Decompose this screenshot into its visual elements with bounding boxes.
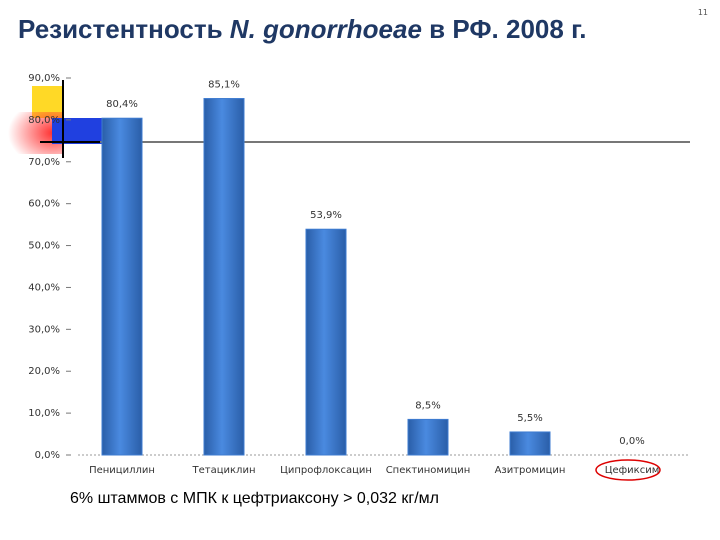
value-label: 5,5% (517, 413, 542, 424)
x-tick-label: Азитромицин (495, 465, 566, 476)
value-label: 53,9% (310, 210, 342, 221)
y-tick-label: 10,0% (28, 408, 60, 419)
y-tick-label: 50,0% (28, 241, 60, 252)
x-tick-label: Спектиномицин (386, 465, 471, 476)
value-label: 8,5% (415, 400, 440, 411)
y-tick-label: 90,0% (28, 73, 60, 84)
x-tick-label: Пенициллин (89, 465, 155, 476)
bar (101, 117, 143, 456)
x-tick-label: Ципрофлоксацин (280, 465, 372, 476)
value-label: 85,1% (208, 80, 240, 91)
page-number: 11 (697, 8, 708, 17)
x-tick-label: Цефиксим (605, 465, 660, 476)
decor-square (52, 118, 102, 144)
bar (305, 228, 347, 456)
y-tick-label: 40,0% (28, 282, 60, 293)
y-tick-label: 20,0% (28, 366, 60, 377)
y-tick-label: 80,0% (28, 115, 60, 126)
title-part: Резистентность (18, 14, 230, 44)
y-tick-label: 0,0% (35, 450, 60, 461)
y-tick-label: 30,0% (28, 324, 60, 335)
bar (203, 98, 245, 456)
bar (407, 418, 449, 456)
bar (509, 431, 551, 456)
y-tick-label: 60,0% (28, 199, 60, 210)
title-part: N. gonorrhoeae (229, 14, 422, 44)
title-part: в РФ. 2008 г. (421, 14, 587, 44)
annotation: 6% штаммов с МПК к цефтриаксону > 0,032 … (70, 490, 439, 507)
x-tick-label: Тетациклин (192, 465, 256, 476)
value-label: 80,4% (106, 99, 138, 110)
highlight-ellipse (595, 459, 661, 481)
y-tick-label: 70,0% (28, 157, 60, 168)
value-label: 0,0% (619, 436, 644, 447)
slide-title: Резистентность N. gonorrhoeae в РФ. 2008… (18, 14, 587, 45)
